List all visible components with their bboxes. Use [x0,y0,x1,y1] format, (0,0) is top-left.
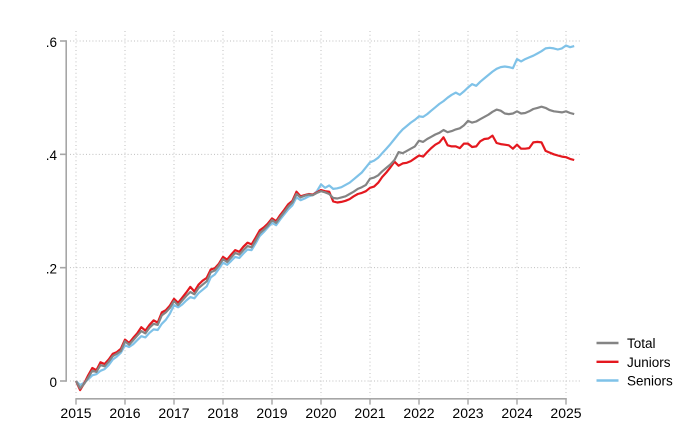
svg-text:Juniors: Juniors [627,355,671,370]
svg-text:2022: 2022 [403,405,434,421]
svg-text:2016: 2016 [109,405,140,421]
svg-text:.6: .6 [46,35,57,50]
svg-text:2025: 2025 [550,405,581,421]
svg-text:2020: 2020 [305,405,336,421]
svg-text:0: 0 [49,375,57,390]
svg-text:2023: 2023 [452,405,483,421]
svg-text:2021: 2021 [354,405,385,421]
svg-text:2018: 2018 [207,405,238,421]
svg-text:Total: Total [627,336,656,351]
svg-text:2024: 2024 [501,405,532,421]
svg-text:.4: .4 [46,148,58,163]
svg-text:2019: 2019 [256,405,287,421]
svg-text:Seniors: Seniors [627,374,673,389]
svg-text:2015: 2015 [60,405,91,421]
svg-text:.2: .2 [46,262,57,277]
svg-text:2017: 2017 [158,405,189,421]
